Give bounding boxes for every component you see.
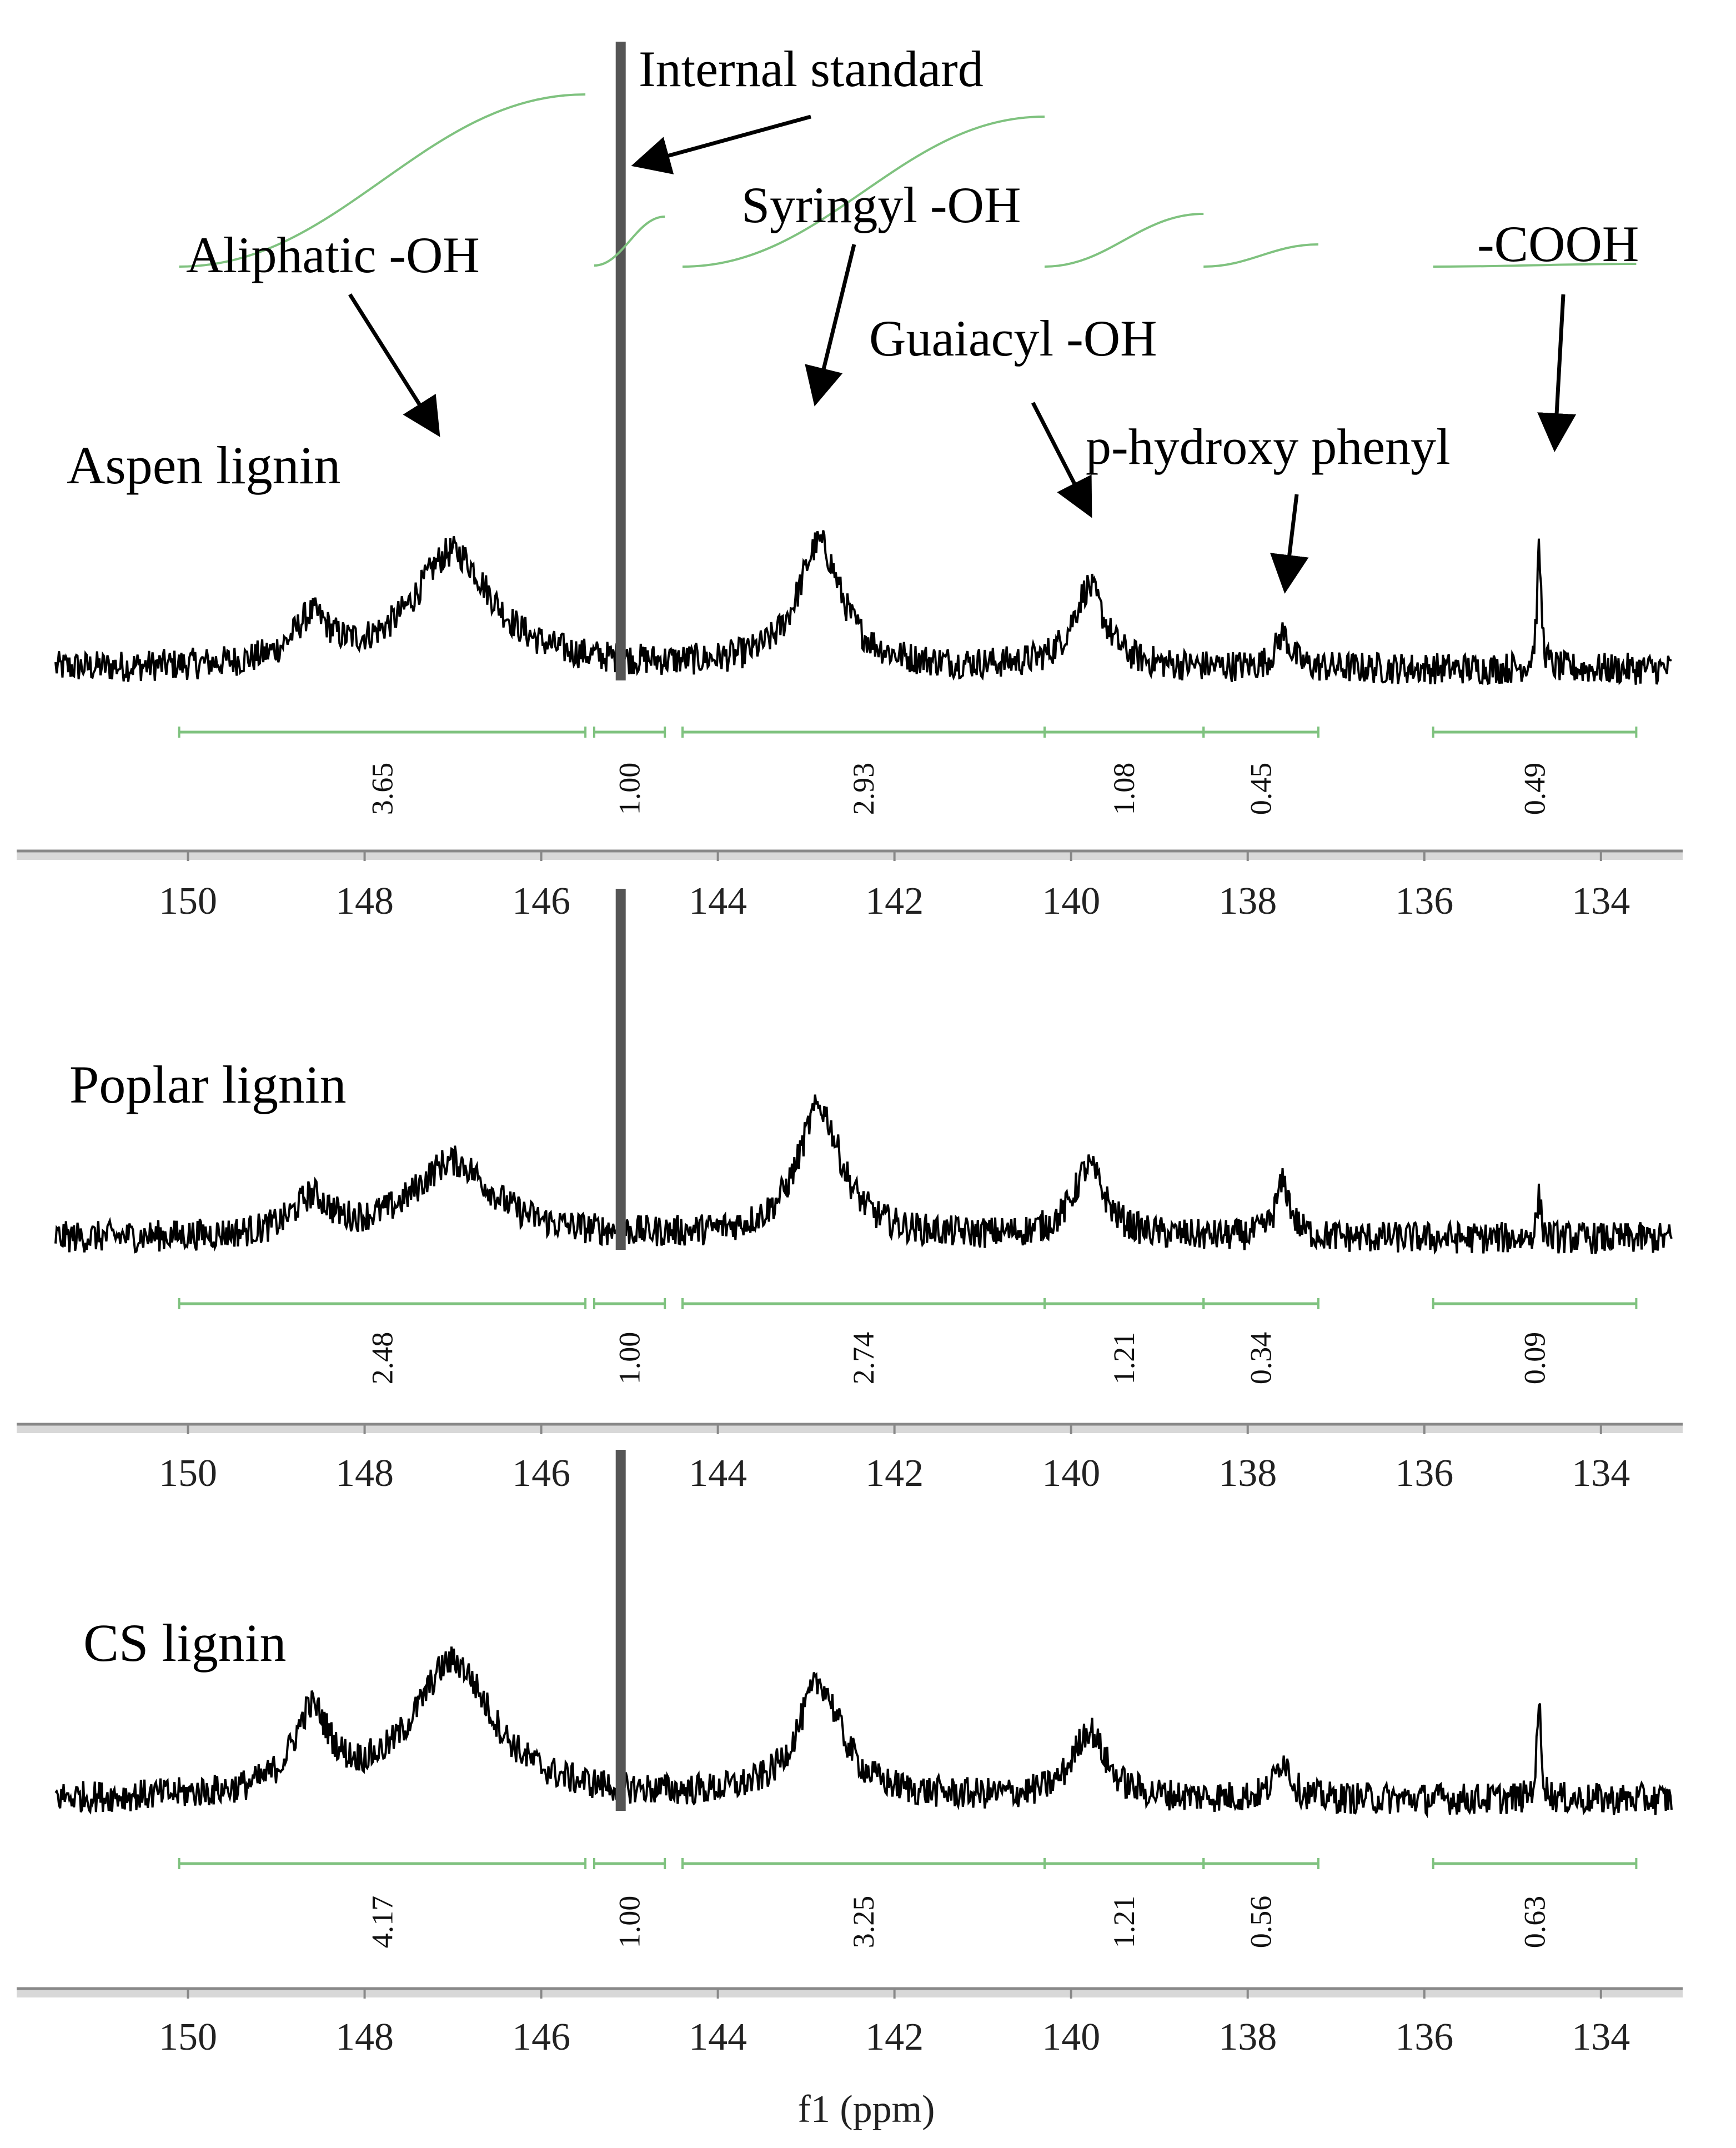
arrow-cooh (1537, 294, 1577, 452)
integral-value: 1.00 (613, 1332, 646, 1385)
integral-value: 2.74 (847, 1332, 880, 1385)
arrow-guaiacyl-oh (1031, 402, 1092, 518)
spectrum-line (54, 1646, 1673, 1819)
internal-standard-peak (615, 889, 626, 1250)
annotation-aliphatic-oh: Aliphatic -OH (186, 227, 480, 283)
spectrum-panel-3: CS lignin 4.17 1.00 3.25 1.21 0.56 0.63 150 148 1… (17, 1450, 1683, 2059)
internal-standard-peak (615, 42, 626, 680)
integral-value: 1.00 (613, 763, 646, 815)
arrow-p-hydroxy-phenyl (1270, 494, 1309, 594)
x-tick-label: 148 (335, 880, 394, 923)
spectrum-panel-1: Aspen lignin 3.65 1.00 2.93 1.08 0.45 0.49 150 1… (17, 42, 1683, 923)
arrow-aliphatic-oh (348, 293, 440, 437)
annotation-cooh: -COOH (1477, 216, 1639, 272)
x-tick-label: 136 (1395, 880, 1453, 923)
integral-curves (179, 93, 1637, 268)
integral-curve (594, 216, 665, 267)
x-tick-label: 140 (1042, 2016, 1100, 2059)
x-tick-label: 142 (865, 2016, 924, 2059)
x-tick-label: 140 (1042, 1452, 1100, 1495)
x-axis-band (17, 851, 1683, 860)
x-axis-band (17, 1424, 1683, 1433)
x-tick-label: 144 (689, 1452, 747, 1495)
x-tick-label: 142 (865, 880, 924, 923)
integral-curve (1044, 213, 1204, 268)
x-tick-label: 138 (1218, 1452, 1277, 1495)
x-tick-label: 150 (159, 2016, 217, 2059)
integral-value: 2.48 (365, 1332, 399, 1385)
x-axis-label: f1 (ppm) (798, 2088, 935, 2131)
x-tick-label: 134 (1572, 2016, 1630, 2059)
panel-label: CS lignin (83, 1613, 286, 1673)
integral-value: 2.93 (847, 763, 880, 815)
x-tick-label: 138 (1218, 2016, 1277, 2059)
x-tick-label: 146 (512, 880, 570, 923)
panel-label: Poplar lignin (69, 1055, 347, 1114)
integral-value: 1.00 (613, 1896, 646, 1949)
internal-standard-peak (615, 1450, 626, 1811)
arrow-internal-standard (631, 114, 811, 174)
integral-value: 0.09 (1518, 1332, 1552, 1385)
x-tick-label: 144 (689, 880, 747, 923)
x-tick-label: 146 (512, 2016, 570, 2059)
integral-curve (683, 116, 1045, 268)
spectrum-panel-2: Poplar lignin 2.48 1.00 2.74 1.21 0.34 0.09 150… (17, 889, 1683, 1495)
integral-value: 0.63 (1518, 1896, 1552, 1949)
annotation-p-hydroxy-phenyl: p-hydroxy phenyl (1086, 418, 1451, 475)
x-tick-label: 148 (335, 1452, 394, 1495)
integral-value: 1.08 (1107, 763, 1141, 815)
panel-label: Aspen lignin (67, 435, 340, 495)
integral-value: 0.34 (1245, 1332, 1278, 1385)
integral-value: 0.56 (1245, 1896, 1278, 1949)
x-tick-label: 150 (159, 1452, 217, 1495)
annotations: Internal standard Aliphatic -OH Syringyl… (186, 41, 1639, 594)
spectrum-line (54, 530, 1672, 685)
x-tick-label: 144 (689, 2016, 747, 2059)
x-tick-label: 142 (865, 1452, 924, 1495)
x-tick-label: 134 (1572, 880, 1630, 923)
integral-value: 1.21 (1107, 1332, 1141, 1385)
integral-value: 1.21 (1107, 1896, 1141, 1949)
x-tick-label: 138 (1218, 880, 1277, 923)
x-tick-label: 136 (1395, 1452, 1453, 1495)
spectra-panels: Aspen lignin 3.65 1.00 2.93 1.08 0.45 0.49 150 1… (17, 42, 1683, 2131)
spectrum-line (54, 1094, 1673, 1255)
x-tick-label: 146 (512, 1452, 570, 1495)
x-tick-label: 140 (1042, 880, 1100, 923)
x-tick-label: 150 (159, 880, 217, 923)
integral-curve (1433, 263, 1637, 268)
annotation-syringyl-oh: Syringyl -OH (741, 177, 1021, 233)
arrow-syringyl-oh (805, 244, 856, 407)
integral-value: 3.25 (847, 1896, 880, 1949)
x-tick-label: 148 (335, 2016, 394, 2059)
annotation-guaiacyl-oh: Guaiacyl -OH (869, 310, 1157, 367)
x-axis-band (17, 1989, 1683, 1997)
integral-value: 3.65 (365, 763, 399, 815)
annotation-internal-standard: Internal standard (639, 41, 984, 97)
integral-value: 0.45 (1245, 763, 1278, 815)
integral-curve (1203, 243, 1318, 268)
integral-value: 4.17 (365, 1896, 399, 1949)
integral-value: 0.49 (1518, 763, 1552, 815)
integral-curve (179, 93, 586, 268)
x-tick-label: 136 (1395, 2016, 1453, 2059)
x-tick-label: 134 (1572, 1452, 1630, 1495)
